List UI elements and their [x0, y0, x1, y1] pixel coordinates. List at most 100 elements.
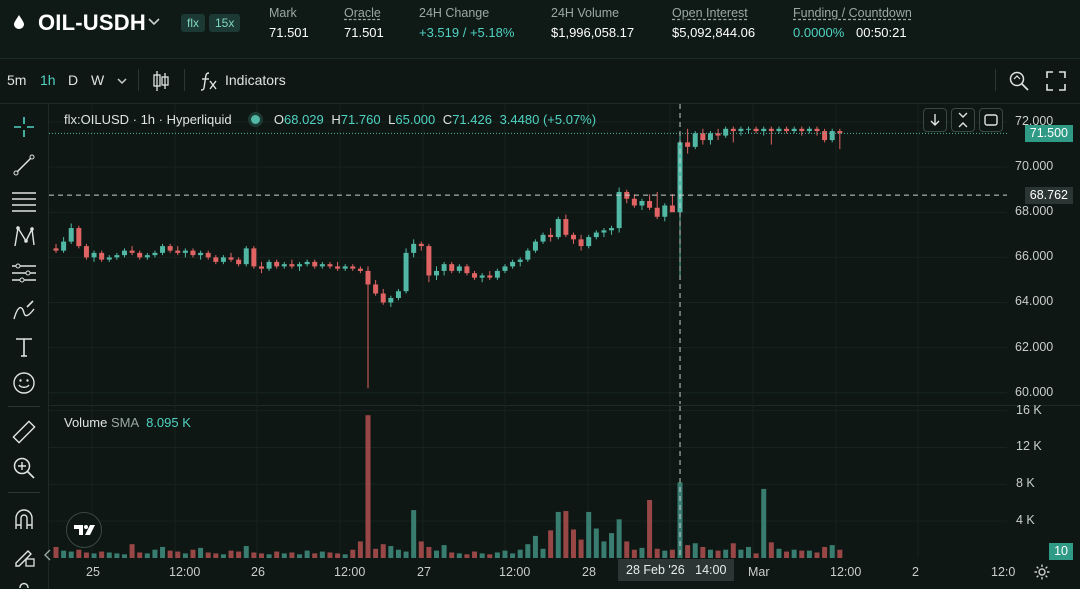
open-interest-label[interactable]: Open Interest [672, 6, 748, 20]
ohlc-legend: flx:OILUSD · 1h · Hyperliquid O68.029 H7… [64, 112, 596, 127]
volume-grid [49, 406, 1007, 558]
candle-42 [373, 279, 379, 296]
volume-bar-102 [829, 545, 835, 558]
trend-line-icon[interactable] [12, 153, 36, 177]
candle-34 [312, 259, 318, 269]
close-key: C [442, 112, 453, 127]
volume-bar-20 [205, 552, 211, 558]
indicators-button[interactable]: Indicators [225, 72, 286, 88]
ruler-icon[interactable] [12, 420, 36, 444]
candle-40 [357, 266, 363, 274]
tradingview-logo-icon [74, 525, 95, 535]
timeframe-d[interactable]: D [68, 72, 79, 88]
axis-settings-gear-icon[interactable] [1033, 563, 1051, 581]
zoom-in-icon[interactable] [12, 456, 36, 480]
emoji-icon[interactable] [12, 371, 36, 395]
volume-bar-42 [373, 548, 379, 558]
crosshair-icon[interactable] [12, 115, 36, 139]
candle-103 [837, 128, 843, 150]
candle-72 [601, 228, 607, 238]
collapse-sidebar-icon[interactable] [44, 549, 52, 561]
maximize-pane-button[interactable] [979, 108, 1003, 132]
open-value: 68.029 [284, 112, 324, 127]
collapse-pane-button[interactable] [951, 108, 975, 132]
lock-drawing-icon[interactable] [12, 543, 36, 567]
price-lines [49, 104, 1007, 404]
volume-bar-96 [784, 551, 790, 558]
time-tick-4: 27 [417, 565, 431, 579]
candle-101 [822, 128, 828, 143]
candle-13 [152, 250, 158, 258]
price-chart[interactable] [49, 104, 1007, 404]
candle-0 [53, 243, 59, 253]
volume-bar-86 [707, 549, 713, 558]
time-tick-1: 12:00 [169, 565, 201, 579]
text-tool-icon[interactable] [12, 335, 36, 359]
fib-tool-icon[interactable] [12, 261, 36, 285]
candle-86 [707, 131, 713, 145]
volume-bar-31 [289, 552, 295, 558]
drawing-tools-sidebar [0, 104, 49, 589]
candle-style-icon[interactable] [151, 70, 171, 92]
candle-99 [806, 126, 812, 134]
price-tick-1: 70.000 [1015, 159, 1054, 174]
high-key: H [331, 112, 341, 127]
tradingview-logo[interactable] [66, 512, 102, 548]
magnifier-settings-icon[interactable] [1008, 70, 1030, 92]
volume-bar-25 [243, 546, 249, 558]
magnet-icon[interactable] [12, 507, 36, 531]
volume-value: $1,996,058.17 [551, 25, 635, 40]
chart-toolbar: 5m 1h D W Indicators [0, 59, 1080, 104]
volume-bar-88 [723, 549, 729, 558]
brush-icon[interactable] [12, 299, 36, 323]
candle-77 [639, 198, 645, 211]
volume-bar-45 [395, 549, 401, 558]
pattern-icon[interactable] [12, 225, 36, 249]
volume-bar-13 [152, 549, 158, 558]
pane-separator[interactable] [49, 405, 1080, 406]
timeframe-1h[interactable]: 1h [40, 72, 56, 88]
funding-label[interactable]: Funding / Countdown [793, 6, 912, 20]
oracle-label[interactable]: Oracle [344, 6, 381, 20]
symbol-title[interactable]: OIL-USDH [38, 10, 146, 35]
change-value: 3.4480 (+5.07%) [499, 112, 597, 127]
volume-bar-53 [456, 553, 462, 558]
candle-91 [746, 126, 752, 134]
scroll-down-button[interactable] [923, 108, 947, 132]
timeframe-5m[interactable]: 5m [7, 72, 27, 88]
volume-chart[interactable] [49, 406, 1007, 558]
horizontal-lines-icon[interactable] [12, 189, 36, 213]
volume-tick-3: 4 K [1016, 513, 1035, 528]
candle-18 [190, 248, 196, 258]
more-tools-icon[interactable] [12, 578, 36, 589]
candle-9 [121, 248, 127, 258]
timeframe-chevron-icon[interactable] [116, 75, 128, 87]
volume-bar-75 [624, 541, 630, 558]
volume-bar-71 [593, 528, 599, 558]
price-tick-5: 62.000 [1015, 339, 1054, 354]
candle-83 [685, 128, 691, 154]
volume-bar-30 [281, 553, 287, 558]
volume-bar-90 [738, 549, 744, 558]
timeframe-w[interactable]: W [91, 72, 105, 88]
volume-bar-10 [129, 544, 135, 558]
candle-11 [137, 250, 143, 260]
volume-legend-label: Volume [64, 415, 108, 430]
candle-45 [395, 288, 401, 301]
candle-41 [365, 266, 371, 389]
candle-95 [776, 126, 782, 134]
volume-bar-2 [68, 551, 74, 558]
candle-60 [510, 259, 516, 269]
volume-bar-39 [350, 549, 356, 558]
fullscreen-icon[interactable] [1046, 71, 1066, 91]
volume-bar-97 [791, 549, 797, 558]
candle-46 [403, 248, 409, 294]
time-axis[interactable]: 25 12:00 26 12:00 27 12:00 28 Mar 12:00 2 12:0 28 F… [49, 558, 1080, 589]
candle-56 [479, 273, 485, 283]
tools-divider [8, 406, 40, 407]
fx-indicators-icon[interactable] [199, 70, 219, 92]
volume-bar-58 [494, 552, 500, 558]
price-axis[interactable]: 72.000 70.000 68.000 66.000 64.000 62.000 60.0… [1008, 104, 1080, 561]
time-tick-10: 12:0 [991, 565, 1016, 579]
chevron-down-icon[interactable] [146, 14, 162, 30]
